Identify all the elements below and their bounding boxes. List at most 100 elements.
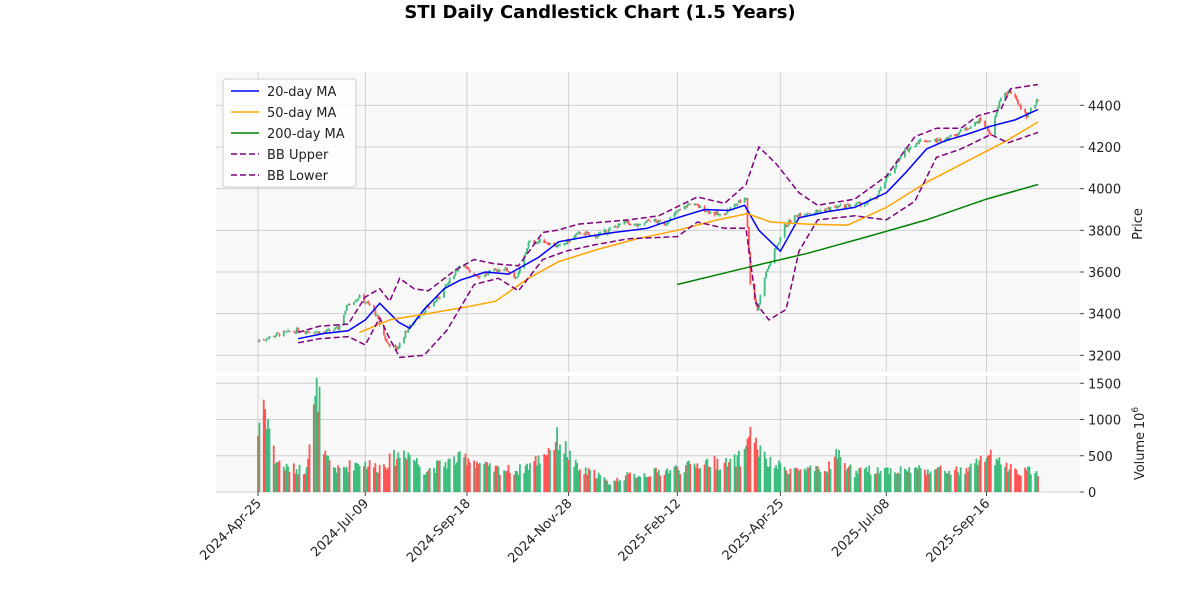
volume-bar [337, 465, 340, 492]
volume-bar [634, 478, 637, 492]
volume-bar [789, 468, 792, 492]
volume-bar [454, 464, 457, 492]
candle-body [265, 339, 268, 341]
volume-bar [849, 464, 852, 492]
volume-bars [257, 377, 1039, 492]
volume-bar [606, 480, 609, 492]
volume-bar [444, 462, 447, 492]
candle-body [878, 190, 881, 194]
volume-bar [936, 467, 939, 492]
candle-body [458, 265, 461, 267]
candle-body [332, 329, 335, 331]
candle-body [879, 187, 882, 191]
volume-bar [689, 463, 692, 492]
candle-body [693, 203, 696, 206]
candle-body [599, 232, 601, 234]
volume-bar [477, 464, 480, 492]
candle-body [347, 304, 350, 306]
volume-bar [858, 468, 861, 492]
x-tick-label: 2024-Apr-25 [197, 496, 264, 563]
volume-bar [375, 472, 378, 492]
volume-bar [264, 409, 267, 492]
volume-bar [695, 467, 697, 492]
volume-bar [557, 450, 560, 492]
candle-body [825, 209, 828, 212]
chart-title: STI Daily Candlestick Chart (1.5 Years) [404, 2, 795, 23]
candle-body [974, 121, 976, 127]
volume-bar [716, 458, 719, 492]
candle-body [858, 201, 861, 204]
candle-body [464, 265, 467, 267]
volume-bar [929, 471, 932, 492]
volume-tick-label: 1000 [1088, 414, 1121, 429]
volume-bar [988, 454, 991, 492]
volume-bar [554, 441, 557, 492]
volume-bar [783, 466, 786, 492]
candle-body [385, 339, 388, 343]
volume-bar [413, 459, 415, 492]
volume-bar [896, 472, 899, 492]
candle-body [292, 331, 295, 333]
price-tick-label: 4200 [1088, 141, 1121, 156]
series-line-bb-upper [297, 83, 1039, 334]
candle-body [603, 229, 606, 233]
volume-bar [653, 468, 656, 492]
legend-label: BB Lower [267, 169, 329, 184]
volume-bar [998, 457, 1001, 492]
candle-body [863, 204, 866, 206]
volume-bar [865, 466, 868, 492]
volume-bar [597, 472, 600, 492]
candle-body [634, 224, 637, 226]
volume-bar [905, 470, 908, 492]
candle-body [853, 204, 856, 206]
candle-body [689, 203, 692, 205]
candle-body [272, 336, 275, 337]
volume-bar [1004, 466, 1006, 492]
volume-bar [829, 469, 832, 492]
volume-bar [823, 471, 826, 492]
volume-bar [539, 463, 541, 492]
candle-body [627, 221, 630, 224]
volume-bar [626, 472, 629, 492]
volume-bar [853, 477, 856, 492]
candle-body [758, 303, 760, 310]
candle-body [543, 239, 546, 244]
candle-body [835, 206, 838, 208]
volume-bar [576, 462, 579, 492]
candle-body [776, 244, 779, 248]
volume-bar [519, 464, 521, 492]
volume-bar [526, 463, 528, 492]
candle-body [885, 176, 888, 183]
volume-bar [623, 480, 626, 492]
candle-body [466, 266, 468, 269]
volume-bar [838, 450, 840, 492]
candle-body [829, 207, 832, 211]
candle-body [914, 146, 916, 147]
series-line-200-day-ma [677, 183, 1039, 286]
candle-body [893, 167, 896, 174]
candle-body [484, 273, 487, 277]
volume-bar [267, 418, 269, 492]
volume-bar [935, 469, 938, 492]
candle-body [454, 270, 457, 275]
candle-body [318, 331, 321, 334]
candle-body [527, 241, 530, 248]
volume-bar [939, 465, 942, 492]
volume-bar [886, 467, 889, 492]
candle-body [819, 210, 822, 212]
candle-body [866, 200, 869, 204]
volume-bar [786, 473, 789, 492]
volume-bar [355, 462, 358, 492]
candle-body [1017, 99, 1019, 105]
candle-body [395, 346, 398, 350]
candle-body [584, 232, 587, 236]
candle-body [663, 222, 666, 226]
candle-body [798, 213, 800, 217]
volume-bar [846, 467, 849, 492]
volume-bar [513, 474, 516, 492]
candle-body [808, 213, 810, 214]
candle-body [594, 236, 597, 238]
volume-bar [468, 462, 471, 492]
candle-body [856, 202, 859, 204]
